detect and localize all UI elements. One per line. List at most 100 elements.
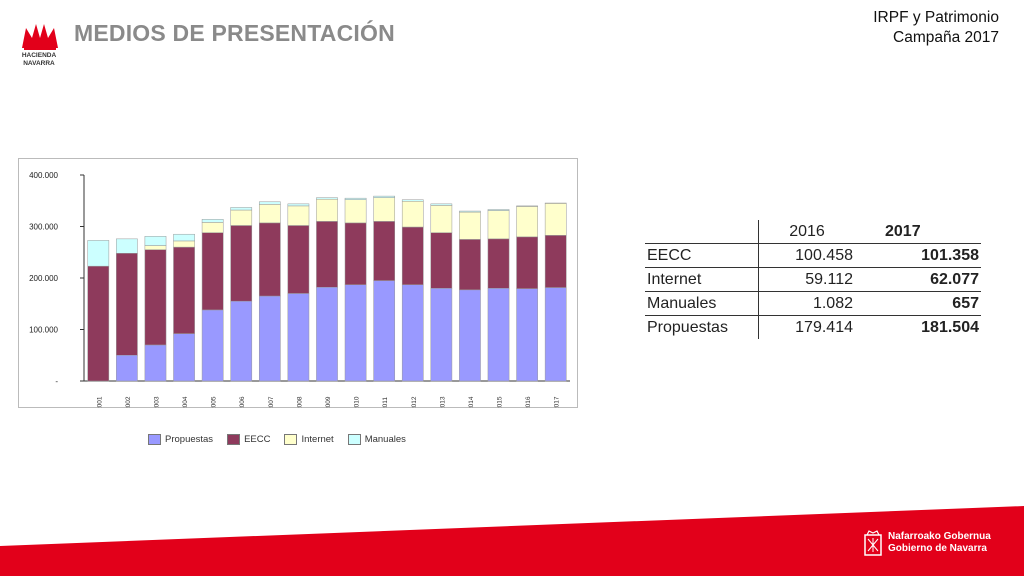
bar-segment-eecc-2003 <box>144 249 167 346</box>
bar-segment-internet-2003 <box>144 245 167 250</box>
gob-line-2: Gobierno de Navarra <box>888 543 987 554</box>
row-value-2017: 181.504 <box>921 318 979 336</box>
bar-segment-eecc-2012 <box>401 226 424 285</box>
bar-segment-internet-2010 <box>344 199 367 224</box>
x-tick-label: 2017 <box>554 396 561 408</box>
bar-segment-eecc-2014 <box>459 239 481 291</box>
y-tick-label: 400.000 <box>29 171 58 180</box>
x-tick-label: 2016 <box>525 396 532 408</box>
legend-swatch-internet <box>284 434 298 445</box>
x-tick-label: 2007 <box>268 396 275 408</box>
y-tick-label: - <box>55 377 58 386</box>
bar-segment-eecc-2002 <box>116 253 138 356</box>
bar-segment-manuales-2008 <box>287 203 310 207</box>
page-title: MEDIOS DE PRESENTACIÓN <box>74 20 395 46</box>
legend-label-propuestas: Propuestas <box>165 434 214 445</box>
row-value-2017: 657 <box>855 291 981 316</box>
y-tick-label: 300.000 <box>29 223 58 232</box>
bar-segment-eecc-2011 <box>373 221 396 281</box>
bar-segment-eecc-2006 <box>230 225 253 302</box>
bar-segment-eecc-2013 <box>430 232 453 289</box>
x-tick-label: 2010 <box>354 396 361 408</box>
bar-segment-manuales-2010 <box>344 197 367 200</box>
x-tick-label: 2008 <box>296 396 303 408</box>
footer-band <box>0 506 1024 576</box>
bar-segment-propuestas-2014 <box>459 289 481 382</box>
bar-segment-manuales-2002 <box>116 238 138 254</box>
bar-segment-internet-2008 <box>287 205 310 226</box>
bar-segment-eecc-2009 <box>316 221 338 288</box>
bar-segment-manuales-2016 <box>516 205 538 207</box>
bar-segment-propuestas-2011 <box>373 280 396 382</box>
row-value-2016: 59.112 <box>758 267 855 292</box>
bar-segment-propuestas-2006 <box>230 300 253 382</box>
bar-segment-manuales-2007 <box>258 201 281 205</box>
navarra-shield-icon <box>864 530 882 556</box>
bar-segment-manuales-2004 <box>173 233 195 242</box>
bar-segment-propuestas-2007 <box>258 295 281 382</box>
row-label: Propuestas <box>647 318 728 336</box>
x-tick-label: 2009 <box>325 396 332 408</box>
bar-segment-manuales-2005 <box>201 219 224 223</box>
table-row: Propuestas 179.414 181.504 <box>645 315 981 339</box>
x-tick-label: 2006 <box>239 396 246 408</box>
bar-segment-manuales-2006 <box>230 207 253 211</box>
bar-segment-internet-2004 <box>173 240 195 248</box>
row-value-2016: 100.458 <box>758 243 855 268</box>
bar-segment-manuales-2009 <box>316 197 338 200</box>
legend-item-manuales: Manuales <box>347 434 406 445</box>
x-tick-label: 2011 <box>382 397 389 408</box>
row-label: EECC <box>645 243 759 268</box>
bar-segment-eecc-2017 <box>544 235 567 288</box>
bar-segment-manuales-2012 <box>401 199 424 202</box>
bar-segment-eecc-2016 <box>516 236 538 289</box>
row-value-2016: 1.082 <box>758 291 855 316</box>
bar-segment-propuestas-2012 <box>401 284 424 382</box>
legend-item-propuestas: Propuestas <box>148 434 213 445</box>
bar-segment-manuales-2001 <box>87 240 110 267</box>
legend-label-internet: Internet <box>301 434 334 445</box>
x-tick-label: 2013 <box>439 396 446 408</box>
bar-segment-internet-2007 <box>258 204 281 224</box>
bar-segment-eecc-2015 <box>487 238 510 289</box>
bar-segment-eecc-2007 <box>258 222 281 297</box>
stacked-bar-chart: 400.000 300.000 200.000 100.000 - 2001 2002 200… <box>18 158 578 408</box>
x-tick-label: 2005 <box>211 396 218 408</box>
table-header-row: 2016 2017 <box>645 220 981 244</box>
bar-segment-internet-2016 <box>516 206 538 238</box>
bar-segment-propuestas-2004 <box>173 333 195 382</box>
campaign-line-2: Campaña 2017 <box>893 29 999 46</box>
bar-segment-propuestas-2017 <box>544 287 567 382</box>
bar-segment-propuestas-2016 <box>516 288 538 382</box>
bar-segment-internet-2011 <box>373 197 396 222</box>
legend-label-manuales: Manuales <box>364 434 406 445</box>
campaign-line-1: IRPF y Patrimonio <box>873 9 999 26</box>
bar-segment-internet-2017 <box>544 203 567 236</box>
bar-segment-propuestas-2009 <box>316 287 338 382</box>
y-tick-label: 200.000 <box>29 274 58 283</box>
table-row: EECC 100.458 101.358 <box>645 243 981 268</box>
x-tick-label: 2002 <box>125 396 132 408</box>
bar-segment-manuales-2014 <box>459 210 481 213</box>
bar-segment-propuestas-2015 <box>487 288 510 382</box>
bar-segment-propuestas-2003 <box>144 344 167 382</box>
chart-legend: Propuestas EECC Internet Manuales <box>148 434 406 445</box>
bar-segment-internet-2015 <box>487 210 510 240</box>
bar-segment-internet-2006 <box>230 209 253 226</box>
bar-segment-propuestas-2008 <box>287 293 310 382</box>
bar-segment-eecc-2008 <box>287 225 310 294</box>
table-row: Manuales 1.082 657 <box>645 291 981 316</box>
legend-label-eecc: EECC <box>244 434 271 445</box>
campaign-info: IRPF y Patrimonio Campaña 2017 <box>873 8 999 48</box>
bar-segment-internet-2005 <box>201 222 224 233</box>
bar-segment-eecc-2005 <box>201 232 224 311</box>
row-value-2017: 101.358 <box>855 243 981 268</box>
gob-line-1: Nafarroako Gobernua <box>888 531 991 542</box>
table-header-2017: 2017 <box>855 220 981 244</box>
bar-segment-manuales-2003 <box>144 236 167 246</box>
x-tick-label: 2004 <box>182 396 189 408</box>
table-header-corner <box>645 220 759 244</box>
row-label: Internet <box>645 267 759 292</box>
bar-segment-manuales-2013 <box>430 203 453 206</box>
bar-segment-propuestas-2005 <box>201 309 224 382</box>
